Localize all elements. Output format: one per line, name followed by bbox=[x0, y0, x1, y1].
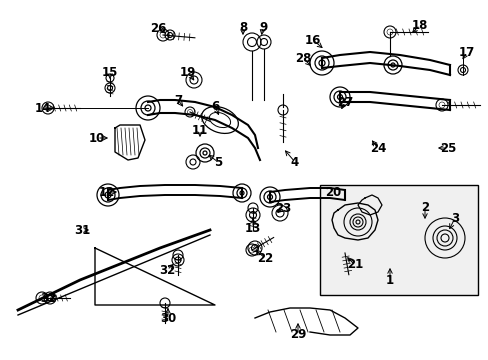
Text: 32: 32 bbox=[40, 292, 56, 305]
Text: 12: 12 bbox=[99, 185, 115, 198]
Text: 7: 7 bbox=[174, 94, 182, 107]
Text: 2: 2 bbox=[420, 201, 428, 213]
Text: 31: 31 bbox=[74, 224, 90, 237]
Bar bbox=[319, 185, 477, 295]
Text: 26: 26 bbox=[149, 22, 166, 35]
Text: 23: 23 bbox=[274, 202, 290, 215]
Text: 1: 1 bbox=[385, 274, 393, 287]
Text: 5: 5 bbox=[213, 156, 222, 168]
Text: 25: 25 bbox=[439, 141, 455, 154]
Text: 28: 28 bbox=[294, 51, 310, 64]
Text: 32: 32 bbox=[159, 264, 175, 276]
Text: 24: 24 bbox=[369, 141, 386, 154]
Text: 8: 8 bbox=[238, 21, 246, 33]
Text: 11: 11 bbox=[191, 123, 208, 136]
Text: 9: 9 bbox=[258, 21, 266, 33]
Text: 27: 27 bbox=[336, 95, 352, 108]
Text: 21: 21 bbox=[346, 258, 363, 271]
Text: 6: 6 bbox=[210, 99, 219, 113]
Text: 16: 16 bbox=[304, 33, 321, 46]
Text: 29: 29 bbox=[289, 328, 305, 342]
Text: 4: 4 bbox=[290, 156, 299, 168]
Text: 10: 10 bbox=[89, 131, 105, 144]
Text: 3: 3 bbox=[450, 212, 458, 225]
Text: 15: 15 bbox=[102, 66, 118, 78]
Text: 14: 14 bbox=[35, 102, 51, 114]
Text: 30: 30 bbox=[160, 311, 176, 324]
Text: 17: 17 bbox=[458, 45, 474, 59]
Text: 13: 13 bbox=[244, 221, 261, 234]
Text: 18: 18 bbox=[411, 18, 427, 32]
Text: 22: 22 bbox=[256, 252, 273, 265]
Text: 19: 19 bbox=[180, 66, 196, 78]
Text: 20: 20 bbox=[324, 185, 341, 198]
